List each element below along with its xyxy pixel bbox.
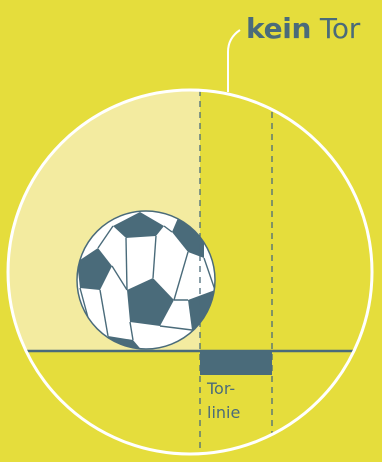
ball-patch-top (113, 212, 164, 238)
magnifier-circle (6, 88, 374, 456)
ball-patch-center (127, 278, 174, 326)
goal-line-label-line1: Tor- (207, 379, 236, 398)
result-title-regular: Tor (319, 12, 360, 45)
football (76, 210, 216, 350)
result-title-bold: kein (246, 12, 312, 45)
ball-patch-left (77, 248, 112, 290)
goal-line-label-line2: linie (207, 403, 241, 422)
goal-line-bar (200, 351, 272, 375)
callout-line (227, 29, 241, 92)
result-title: kein Tor (246, 12, 360, 46)
